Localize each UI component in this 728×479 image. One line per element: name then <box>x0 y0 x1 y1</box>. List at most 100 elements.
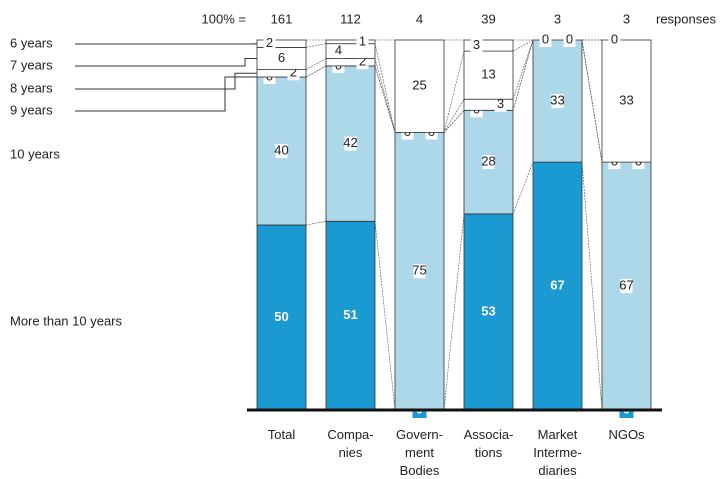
label-bg <box>344 136 357 151</box>
value-label: 2 <box>359 54 366 69</box>
value-label: 3 <box>473 37 480 52</box>
bar-segment <box>532 161 583 411</box>
label-bg <box>275 144 288 158</box>
legend-label: 10 years <box>10 146 60 161</box>
value-label: 2 <box>290 65 297 80</box>
bar-segment <box>256 224 307 411</box>
legend-label: 7 years <box>10 57 53 72</box>
connector <box>305 221 327 226</box>
x-tick-line: Compa- <box>327 427 373 442</box>
x-tick-line: Interme- <box>533 445 581 460</box>
x-tick-line: nies <box>339 445 363 460</box>
connector <box>443 51 465 133</box>
connector <box>443 213 465 411</box>
x-tick-label: Associa-tions <box>464 427 514 460</box>
total-label: 39 <box>481 11 495 26</box>
x-tick-label: Govern-ment Bodies <box>396 427 443 478</box>
label-bg <box>470 38 483 53</box>
x-tick-label: Market Interme-diaries <box>533 427 581 478</box>
label-bg <box>563 33 576 47</box>
leader-line <box>75 58 257 67</box>
value-label: 33 <box>619 92 633 107</box>
legend-label: 9 years <box>10 102 53 117</box>
total-label: 112 <box>340 11 361 26</box>
value-label: 1 <box>359 33 366 48</box>
label-bg <box>551 94 564 109</box>
connector <box>374 65 396 133</box>
value-label: 50 <box>274 309 288 324</box>
value-label: 33 <box>550 92 564 107</box>
total-label: 3 <box>623 11 630 26</box>
connector <box>581 162 603 411</box>
connector <box>581 39 603 163</box>
connector <box>374 221 396 411</box>
total-suffix: responses <box>656 11 716 26</box>
connector <box>374 58 396 133</box>
connector <box>443 110 465 133</box>
bar-segment <box>325 220 376 411</box>
connector <box>512 161 534 215</box>
total-prefix: 100% = <box>202 11 246 26</box>
value-label: 75 <box>412 263 426 278</box>
legend-label: More than 10 years <box>10 313 123 328</box>
connector <box>374 43 396 133</box>
label-bg <box>539 33 552 47</box>
label-bg <box>332 44 345 59</box>
x-tick-label: Total <box>268 427 296 442</box>
value-label: 28 <box>481 154 495 169</box>
label-bg <box>356 34 369 49</box>
x-tick-label: NGOs <box>608 427 645 442</box>
x-tick-line: Bodies <box>400 463 440 478</box>
value-label: 6 <box>278 50 285 65</box>
label-bg <box>275 51 288 66</box>
connector <box>305 58 327 70</box>
connector <box>305 43 327 48</box>
total-label: 161 <box>271 11 293 26</box>
label-bg <box>413 264 426 279</box>
x-tick-label: Compa-nies <box>327 427 373 460</box>
value-label: 40 <box>274 142 288 157</box>
value-label: 2 <box>266 35 273 50</box>
bar-segment <box>463 213 514 411</box>
value-label: 0 <box>566 31 573 46</box>
value-label: 13 <box>481 67 495 82</box>
x-tick-line: NGOs <box>608 427 645 442</box>
value-label: 4 <box>335 43 342 58</box>
value-label: 0 <box>542 31 549 46</box>
x-tick-line: Govern- <box>396 427 443 442</box>
x-tick-line: ment <box>405 445 434 460</box>
value-label: 53 <box>481 303 495 318</box>
label-bg <box>608 33 621 47</box>
leader-line <box>75 72 257 90</box>
bar-segment <box>463 50 514 100</box>
value-label: 3 <box>497 96 504 111</box>
label-bg <box>413 79 426 94</box>
connector <box>512 39 534 111</box>
label-bg <box>620 94 633 109</box>
total-label: 3 <box>554 11 561 26</box>
value-label: 25 <box>412 78 426 93</box>
leader-line <box>75 76 257 112</box>
x-tick-line: diaries <box>538 463 577 478</box>
value-label: 42 <box>343 135 357 150</box>
connector <box>305 65 327 78</box>
label-bg <box>482 68 495 83</box>
connector <box>512 39 534 100</box>
label-bg <box>482 155 495 170</box>
connector <box>512 39 534 52</box>
label-bg <box>620 279 633 294</box>
bar-segment <box>463 39 514 52</box>
legend-label: 8 years <box>10 80 53 95</box>
legend-label: 6 years <box>10 35 53 50</box>
x-tick-line: Total <box>268 427 296 442</box>
x-tick-line: Associa- <box>464 427 514 442</box>
x-tick-line: Market <box>538 427 578 442</box>
x-tick-line: tions <box>475 445 503 460</box>
label-bg <box>263 36 276 51</box>
value-label: 0 <box>611 31 618 46</box>
bar-segment <box>325 39 376 45</box>
connector <box>443 99 465 133</box>
value-label: 67 <box>550 277 564 292</box>
total-label: 4 <box>416 11 423 26</box>
